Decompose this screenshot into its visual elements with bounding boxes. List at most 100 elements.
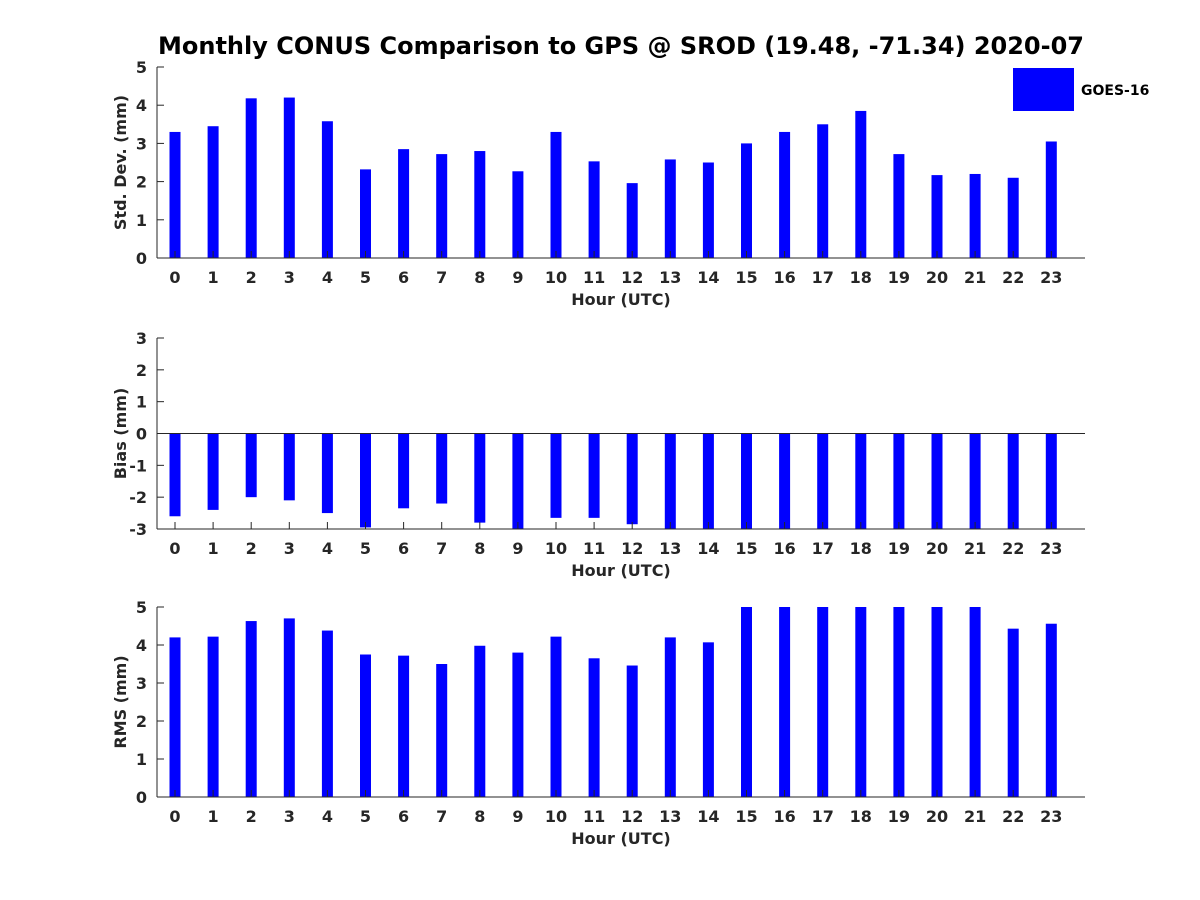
std-dev-x-tick-label: 15 [735, 268, 757, 287]
std-dev-bar [207, 126, 219, 259]
rms-x-tick-label: 14 [697, 807, 719, 826]
rms-bar [855, 607, 867, 797]
bias-bar [283, 433, 295, 501]
rms-bar [283, 618, 295, 797]
rms-x-tick-label: 18 [850, 807, 872, 826]
rms-y-tick-label: 4 [136, 636, 147, 655]
rms-bar [741, 607, 752, 797]
std-dev-bar [474, 151, 486, 258]
std-dev-x-tick-label: 19 [888, 268, 910, 287]
std-dev-bar [321, 121, 333, 258]
bias-bar [969, 433, 981, 529]
std-dev-x-tick-label: 2 [246, 268, 257, 287]
rms-x-tick-label: 11 [583, 807, 605, 826]
bias-x-tick-label: 18 [850, 539, 872, 558]
bias-bar [664, 433, 676, 529]
std-dev-bar [931, 175, 943, 258]
rms-y-tick-label: 5 [136, 598, 147, 617]
rms-x-tick-label: 4 [322, 807, 333, 826]
bias-bar [169, 433, 181, 517]
rms-bar [474, 645, 486, 797]
rms-y-axis-label: RMS (mm) [111, 655, 130, 748]
rms-bar [436, 664, 448, 797]
std-dev-bar [360, 169, 371, 258]
std-dev-bar [436, 154, 448, 258]
rms-bar [512, 652, 524, 797]
rms-bar [893, 607, 905, 797]
bias-bar [321, 433, 333, 514]
rms-bar [398, 655, 410, 797]
bias-x-tick-label: 6 [398, 539, 409, 558]
bias-y-tick-label: -1 [129, 456, 147, 475]
bias-x-tick-label: 12 [621, 539, 643, 558]
bias-bar [398, 433, 410, 509]
bias-bar [588, 433, 600, 518]
rms-x-tick-label: 9 [512, 807, 523, 826]
bias-bar [512, 433, 524, 529]
rms-x-tick-label: 8 [474, 807, 485, 826]
std-dev-x-tick-label: 14 [697, 268, 719, 287]
rms-x-tick-label: 3 [284, 807, 295, 826]
bias-bar [817, 433, 829, 529]
std-dev-x-tick-label: 3 [284, 268, 295, 287]
std-dev-x-tick-label: 16 [773, 268, 795, 287]
rms-bar [626, 665, 638, 797]
std-dev-x-tick-label: 10 [545, 268, 567, 287]
rms-y-tick-label: 1 [136, 750, 147, 769]
rms-bar [1045, 623, 1057, 797]
bias-x-tick-label: 9 [512, 539, 523, 558]
rms-bar [360, 654, 371, 797]
rms-x-tick-label: 22 [1002, 807, 1024, 826]
std-dev-x-tick-label: 12 [621, 268, 643, 287]
bias-bar [207, 433, 219, 510]
legend-label: GOES-16 [1081, 83, 1149, 99]
bias-y-tick-label: -2 [129, 488, 147, 507]
bias-x-axis-label: Hour (UTC) [571, 561, 671, 580]
rms-bar [702, 642, 714, 797]
bias-x-tick-label: 0 [169, 539, 180, 558]
std-dev-x-tick-label: 7 [436, 268, 447, 287]
std-dev-x-tick-label: 4 [322, 268, 333, 287]
bias-bar [855, 433, 867, 529]
bias-bar [741, 433, 752, 529]
std-dev-bar [588, 161, 600, 258]
std-dev-bar [398, 149, 410, 258]
rms-bar [169, 637, 181, 797]
std-dev-x-tick-label: 22 [1002, 268, 1024, 287]
bias-x-tick-label: 16 [773, 539, 795, 558]
bias-y-tick-label: 1 [136, 393, 147, 412]
rms-x-tick-label: 7 [436, 807, 447, 826]
std-dev-x-tick-label: 8 [474, 268, 485, 287]
bias-y-tick-label: -3 [129, 520, 147, 539]
bias-y-axis-label: Bias (mm) [111, 388, 130, 480]
std-dev-x-tick-label: 20 [926, 268, 948, 287]
std-dev-bar [1045, 141, 1057, 258]
rms-x-tick-label: 13 [659, 807, 681, 826]
std-dev-x-tick-label: 17 [812, 268, 834, 287]
std-dev-x-tick-label: 23 [1040, 268, 1062, 287]
std-dev-y-tick-label: 5 [136, 58, 147, 77]
bias-bar [436, 433, 448, 504]
std-dev-bar [512, 171, 524, 258]
std-dev-bar [817, 124, 829, 258]
std-dev-y-tick-label: 2 [136, 173, 147, 192]
std-dev-bar [283, 97, 295, 258]
rms-x-tick-label: 16 [773, 807, 795, 826]
bias-x-tick-label: 19 [888, 539, 910, 558]
bias-x-tick-label: 8 [474, 539, 485, 558]
bias-bar [779, 433, 791, 529]
bias-x-tick-label: 23 [1040, 539, 1062, 558]
std-dev-y-tick-label: 0 [136, 249, 147, 268]
bias-bar [1045, 433, 1057, 529]
rms-x-tick-label: 10 [545, 807, 567, 826]
rms-bar [588, 658, 600, 797]
rms-x-tick-label: 17 [812, 807, 834, 826]
rms-x-tick-label: 1 [208, 807, 219, 826]
std-dev-bar [702, 162, 714, 258]
rms-x-tick-label: 20 [926, 807, 948, 826]
bias-x-tick-label: 7 [436, 539, 447, 558]
bias-x-tick-label: 20 [926, 539, 948, 558]
std-dev-bar [245, 98, 257, 258]
